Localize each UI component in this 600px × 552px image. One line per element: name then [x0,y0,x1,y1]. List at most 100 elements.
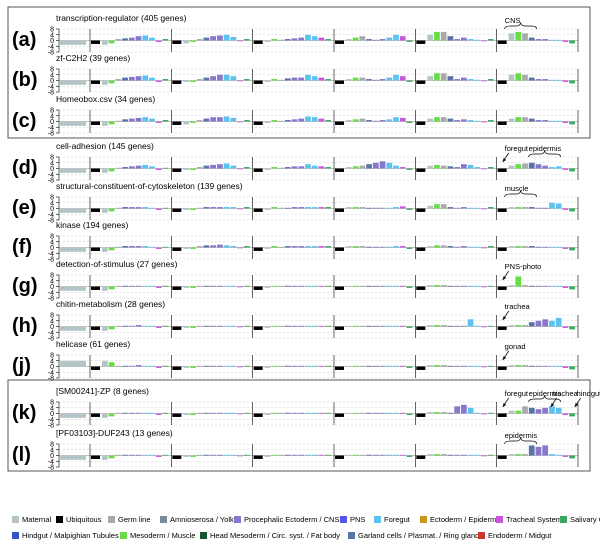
bar [434,117,440,122]
bar [196,167,203,169]
bar [461,365,467,367]
bar [386,207,393,209]
bar [108,208,115,212]
bar-ubiquitous [91,121,100,125]
bar [311,454,318,456]
bar [203,77,210,81]
bar [311,165,318,169]
y-tick-label: -4 [48,370,54,377]
bar [386,77,393,81]
bar [508,246,515,248]
bar [549,120,555,122]
bar [102,360,108,367]
bar [549,406,555,414]
bar [230,325,237,327]
bar [243,39,250,41]
bar [230,412,237,414]
bar [128,37,135,41]
annotation-arrowhead [574,403,579,407]
bar [406,413,413,415]
bar-ubiquitous [497,286,507,290]
bar [535,120,542,122]
bar-ubiquitous [335,168,344,172]
bar [196,325,203,327]
bar [379,365,386,367]
y-tick-label: 4 [50,447,54,454]
bar [372,120,379,122]
group-box-1 [7,6,591,139]
bar [190,247,196,249]
bar [243,79,250,81]
y-tick-label: -4 [48,172,54,179]
bar [311,325,318,327]
bar [210,76,216,81]
bar [454,167,460,169]
y-tick-label: -8 [48,465,54,472]
bar [223,74,230,81]
bar-ubiquitous [91,286,100,290]
bar [379,39,386,41]
panel-letter: (h) [12,315,38,337]
bar [237,366,243,368]
bar [522,285,528,287]
bar [474,454,481,456]
bar [155,455,162,457]
bar [549,454,555,456]
bar [264,247,271,249]
bar [508,207,515,209]
bar [379,79,386,81]
bar [406,286,413,288]
bar [305,207,311,209]
bar-ubiquitous [253,286,263,290]
bar [346,246,352,248]
panel-1: (b)zf-C2H2 (39 genes)840-4-8 [12,53,579,97]
bar [291,77,298,81]
bar-ubiquitous [91,208,100,212]
bar [318,365,325,367]
y-tick-label: -8 [48,178,54,185]
bar [318,77,325,81]
bar [271,412,278,414]
bar [311,365,318,367]
bar [372,365,379,367]
bar-ubiquitous [497,247,507,251]
bar [359,412,366,414]
bar [305,285,311,287]
bar [122,119,128,122]
bar-ubiquitous [91,366,100,370]
y-tick-label: -8 [48,131,54,138]
bar [386,454,393,456]
bar [325,79,331,81]
bar [352,412,359,414]
legend-label: Hindgut / Malpighian Tubules [22,531,119,540]
bar [305,412,311,414]
bar [569,326,575,330]
bar [142,454,149,456]
bar [366,39,372,41]
bar [149,37,155,41]
bar [569,366,575,370]
bar [311,285,318,287]
bar [366,207,372,209]
bar [447,36,454,41]
bar [210,365,216,367]
bar [372,207,379,209]
bar [162,120,169,122]
bar [102,455,108,460]
bar [352,166,359,169]
bar [379,120,386,122]
bar [542,39,549,41]
bar [230,207,237,209]
panel-letter: (f) [12,236,32,258]
bar [271,120,278,122]
bar [122,246,128,248]
bar [515,454,522,456]
bar [271,79,278,81]
bar-ubiquitous [91,247,100,251]
bar [555,285,562,287]
bar [155,40,162,42]
bar [203,365,210,367]
bar [135,246,142,248]
bar [487,167,494,169]
bar-ubiquitous [253,40,263,44]
